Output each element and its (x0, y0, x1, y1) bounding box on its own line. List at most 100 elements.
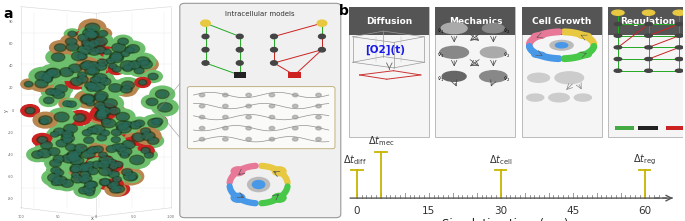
Circle shape (49, 125, 69, 138)
Circle shape (86, 138, 92, 142)
Circle shape (99, 162, 108, 167)
Circle shape (40, 64, 67, 82)
Circle shape (80, 175, 92, 182)
Circle shape (114, 57, 141, 74)
Circle shape (273, 167, 286, 176)
Circle shape (114, 45, 123, 51)
Circle shape (44, 97, 54, 104)
Circle shape (142, 129, 149, 133)
Circle shape (74, 70, 90, 80)
Circle shape (99, 152, 108, 158)
Circle shape (123, 65, 133, 71)
Circle shape (108, 59, 114, 63)
Text: 45: 45 (566, 206, 580, 217)
Circle shape (71, 175, 84, 183)
Circle shape (132, 123, 139, 128)
Circle shape (114, 145, 119, 148)
Circle shape (62, 69, 71, 75)
Circle shape (40, 65, 63, 80)
Circle shape (319, 34, 325, 39)
Circle shape (86, 148, 95, 154)
Circle shape (150, 120, 159, 126)
Circle shape (81, 164, 94, 172)
Circle shape (99, 156, 113, 165)
Circle shape (52, 176, 67, 186)
Circle shape (246, 115, 251, 119)
Circle shape (96, 38, 105, 44)
Circle shape (121, 41, 145, 56)
Circle shape (65, 74, 88, 89)
Text: 90: 90 (9, 20, 14, 24)
Circle shape (57, 86, 65, 91)
Circle shape (645, 57, 652, 61)
Circle shape (35, 79, 48, 88)
Circle shape (121, 45, 138, 56)
Circle shape (93, 37, 108, 46)
Circle shape (72, 167, 78, 172)
Circle shape (88, 149, 94, 153)
Circle shape (73, 150, 82, 156)
Circle shape (97, 64, 105, 69)
Circle shape (110, 181, 119, 187)
Circle shape (83, 97, 92, 103)
Circle shape (269, 126, 275, 130)
Circle shape (127, 48, 132, 52)
Circle shape (90, 125, 105, 135)
Circle shape (100, 130, 110, 136)
Circle shape (38, 68, 59, 81)
Circle shape (84, 131, 90, 135)
Circle shape (77, 38, 102, 54)
Circle shape (148, 116, 163, 126)
Circle shape (292, 137, 298, 141)
Circle shape (108, 64, 125, 74)
Circle shape (231, 193, 245, 202)
Circle shape (90, 33, 96, 37)
Circle shape (111, 129, 121, 136)
Circle shape (60, 68, 73, 77)
Circle shape (46, 49, 71, 65)
Circle shape (114, 143, 127, 152)
Circle shape (88, 67, 97, 74)
Circle shape (54, 64, 79, 80)
Circle shape (37, 149, 51, 158)
Text: $\hat{v}_2$: $\hat{v}_2$ (503, 26, 510, 36)
Circle shape (134, 135, 142, 140)
Circle shape (84, 66, 100, 77)
Circle shape (110, 65, 115, 68)
Circle shape (122, 153, 127, 157)
Circle shape (76, 76, 88, 83)
Circle shape (147, 137, 159, 145)
Circle shape (129, 175, 135, 179)
Circle shape (79, 176, 90, 183)
Circle shape (97, 93, 105, 99)
Circle shape (150, 74, 156, 79)
Circle shape (202, 48, 209, 52)
Circle shape (89, 69, 95, 73)
Circle shape (199, 126, 205, 130)
Circle shape (62, 154, 76, 163)
Circle shape (89, 128, 96, 133)
Circle shape (92, 146, 103, 153)
Circle shape (114, 67, 119, 71)
Circle shape (75, 91, 100, 108)
Circle shape (82, 150, 95, 159)
Circle shape (85, 82, 96, 89)
Circle shape (29, 76, 53, 91)
Circle shape (550, 40, 573, 50)
Circle shape (199, 93, 205, 97)
Circle shape (56, 150, 82, 167)
Text: a: a (3, 7, 13, 21)
Circle shape (84, 137, 94, 143)
Circle shape (51, 180, 60, 185)
Circle shape (124, 122, 130, 126)
Circle shape (53, 128, 65, 135)
Circle shape (153, 120, 158, 123)
Circle shape (142, 134, 164, 147)
Circle shape (223, 137, 228, 141)
Circle shape (52, 90, 59, 95)
Circle shape (140, 150, 158, 160)
Circle shape (99, 136, 105, 140)
Circle shape (46, 89, 56, 95)
Circle shape (109, 160, 115, 164)
Circle shape (97, 103, 104, 108)
